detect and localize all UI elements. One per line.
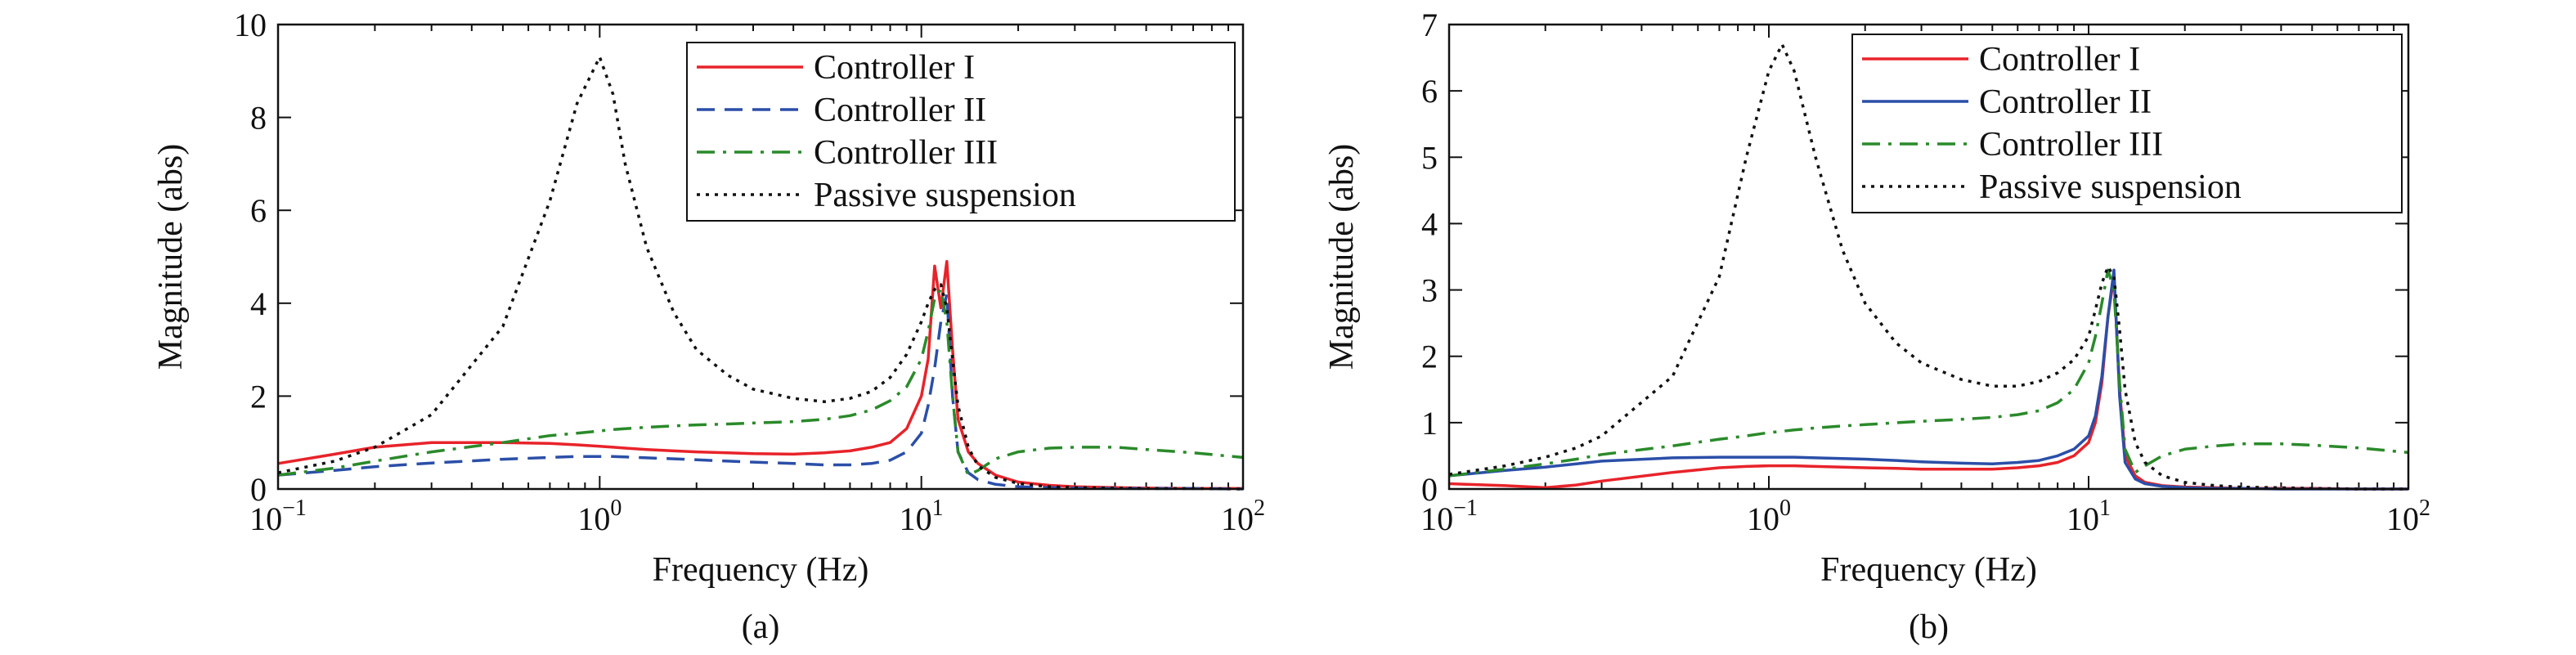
x-tick-exponent: 1 — [932, 496, 944, 521]
x-tick-base: 10 — [2386, 500, 2419, 537]
y-tick-label: 4 — [1421, 205, 1438, 242]
legend-label-2: Controller II — [1979, 83, 2152, 121]
legend-box — [1851, 34, 2403, 213]
x-tick-label: 100 — [1747, 496, 1791, 537]
y-axis-label: Magnitude (abs) — [1323, 144, 1361, 370]
y-tick-label: 6 — [250, 192, 267, 229]
y-tick-label: 0 — [1421, 471, 1438, 508]
legend-label-1: Controller I — [814, 49, 975, 87]
x-tick-base: 10 — [577, 500, 610, 537]
y-tick-label: 7 — [1421, 7, 1438, 43]
y-tick-label: 2 — [1421, 339, 1438, 375]
legend-label-4: Passive suspension — [814, 177, 1076, 214]
x-tick-base: 10 — [1420, 500, 1453, 537]
x-tick-label: 10−1 — [249, 496, 307, 537]
y-tick-label: 5 — [1421, 139, 1438, 176]
x-tick-label: 101 — [900, 496, 944, 537]
x-tick-base: 10 — [900, 500, 932, 537]
y-tick-label: 3 — [1421, 272, 1438, 309]
x-tick-label: 101 — [2067, 496, 2111, 537]
x-tick-exponent: −1 — [282, 496, 307, 521]
series-line-4 — [277, 56, 1244, 491]
legend-box — [686, 42, 1236, 222]
x-tick-exponent: −1 — [1453, 496, 1478, 521]
x-tick-base: 10 — [2067, 500, 2099, 537]
y-axis-label: Magnitude (abs) — [152, 144, 190, 370]
legend-label-1: Controller I — [1979, 41, 2140, 79]
series-line-2 — [1448, 268, 2408, 491]
y-tick-label: 0 — [250, 471, 267, 508]
legend-label-4: Passive suspension — [1979, 168, 2242, 206]
series-line-1 — [1448, 275, 2408, 491]
panel-caption: (a) — [742, 608, 780, 646]
y-tick-label: 2 — [250, 378, 267, 415]
x-tick-label: 100 — [577, 496, 622, 537]
x-tick-label: 10−1 — [1420, 496, 1478, 537]
y-tick-label: 1 — [1421, 405, 1438, 442]
series-line-3 — [1448, 268, 2409, 478]
series-line-1 — [277, 259, 1243, 491]
x-tick-label: 102 — [1221, 496, 1265, 537]
x-tick-exponent: 2 — [2419, 496, 2430, 521]
y-tick-label: 8 — [250, 100, 267, 137]
x-tick-exponent: 0 — [610, 496, 622, 521]
x-tick-exponent: 2 — [1254, 496, 1265, 521]
x-axis-label: Frequency (Hz) — [653, 551, 869, 589]
panel-caption: (b) — [1909, 608, 1949, 646]
axes-frame — [1447, 23, 2410, 491]
x-tick-base: 10 — [1747, 500, 1779, 537]
x-tick-label: 102 — [2386, 496, 2430, 537]
y-tick-label: 10 — [234, 7, 267, 43]
x-tick-base: 10 — [1221, 500, 1254, 537]
y-tick-label: 4 — [250, 285, 267, 322]
x-tick-base: 10 — [249, 500, 282, 537]
legend-label-3: Controller III — [814, 134, 998, 172]
legend-label-3: Controller III — [1979, 126, 2163, 164]
series-line-4 — [1448, 43, 2408, 491]
x-axis-label: Frequency (Hz) — [1820, 551, 2037, 589]
axes-frame — [276, 23, 1245, 491]
series-line-3 — [277, 288, 1244, 477]
legend-label-2: Controller II — [814, 92, 986, 129]
x-tick-exponent: 1 — [2099, 496, 2111, 521]
y-tick-label: 6 — [1421, 73, 1438, 110]
x-tick-exponent: 0 — [1779, 496, 1791, 521]
